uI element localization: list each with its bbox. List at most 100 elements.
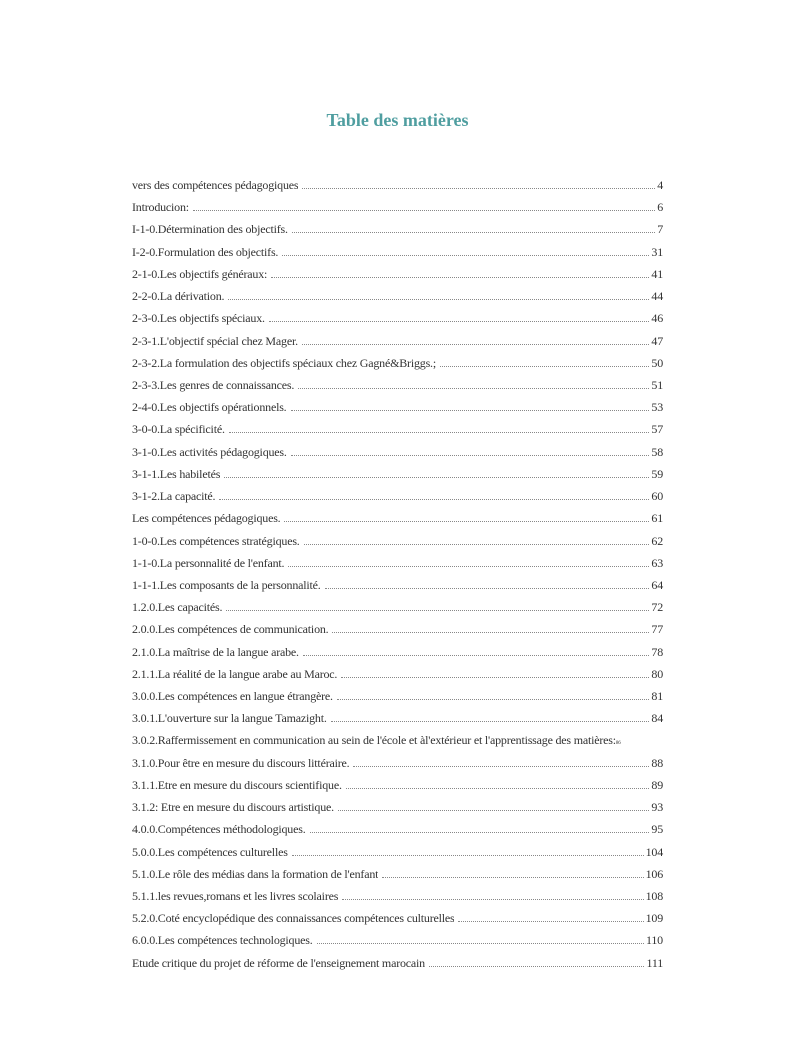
dot-leader xyxy=(291,232,656,234)
dot-leader xyxy=(226,610,650,612)
toc-entry-page-number: 7 xyxy=(657,222,663,237)
toc-entry[interactable]: Introducion: 6 xyxy=(132,200,663,222)
toc-entry[interactable]: 3.1.0.Pour être en mesure du discours li… xyxy=(132,756,663,778)
toc-entry-label: 3-1-1.Les habiletés xyxy=(132,466,221,481)
dot-leader xyxy=(228,299,650,301)
toc-entry[interactable]: Les compétences pédagogiques. 61 xyxy=(132,511,663,533)
toc-entry-label: 5.0.0.Les compétences culturelles xyxy=(132,844,288,859)
toc-entry[interactable]: 6.0.0.Les compétences technologiques. 110 xyxy=(132,933,663,955)
dot-leader xyxy=(382,876,644,878)
toc-entry-label: I-2-0.Formulation des objectifs. xyxy=(132,244,279,259)
toc-entry[interactable]: 2.1.0.La maîtrise de la langue arabe. 78 xyxy=(132,645,663,667)
toc-entry[interactable]: 2.1.1.La réalité de la langue arabe au M… xyxy=(132,667,663,689)
toc-entry-label: 2.1.1.La réalité de la langue arabe au M… xyxy=(132,666,338,681)
dot-leader xyxy=(332,632,650,634)
dot-leader xyxy=(345,787,650,789)
toc-entry-page-number: 95 xyxy=(651,822,663,837)
toc-entry[interactable]: 2.0.0.Les compétences de communication. 7… xyxy=(132,622,663,644)
dot-leader xyxy=(302,654,650,656)
toc-entry[interactable]: 4.0.0.Compétences méthodologiques. 95 xyxy=(132,822,663,844)
dot-leader xyxy=(302,188,656,189)
toc-entry-page-number: 93 xyxy=(651,800,663,815)
toc-entry-label: 3.0.2.Raffermissement en communication a… xyxy=(132,733,616,748)
toc-entry-label: 6.0.0.Les compétences technologiques. xyxy=(132,933,313,948)
toc-entry-page-number: 4 xyxy=(657,178,663,192)
page-title: Table des matières xyxy=(326,110,469,131)
toc-entry-page-number: 57 xyxy=(651,422,663,437)
dot-leader xyxy=(290,454,650,456)
toc-entry-label: 4.0.0.Compétences méthodologiques. xyxy=(132,822,306,837)
toc-entry[interactable]: 3.0.2.Raffermissement en communication a… xyxy=(132,733,663,755)
toc-entry[interactable]: 1-0-0.Les compétences stratégiques. 62 xyxy=(132,534,663,556)
dot-leader xyxy=(341,676,650,678)
toc-entry[interactable]: 1.2.0.Les capacités. 72 xyxy=(132,600,663,622)
toc-entry-label: 5.1.1.les revues,romans et les livres sc… xyxy=(132,889,339,903)
toc-entry-page-number: 58 xyxy=(651,444,663,459)
toc-entry-label: Les compétences pédagogiques. xyxy=(132,511,281,526)
toc-entry-page-number: 72 xyxy=(651,600,663,615)
toc-entry[interactable]: 5.1.0.Le rôle des médias dans la formati… xyxy=(132,867,663,889)
toc-entry[interactable]: 2-4-0.Les objectifs opérationnels. 53 xyxy=(132,400,663,422)
toc-entry[interactable]: 2-3-3.Les genres de connaissances. 51 xyxy=(132,378,663,400)
toc-entry-label: 3.1.0.Pour être en mesure du discours li… xyxy=(132,755,350,770)
dot-leader xyxy=(324,587,650,589)
toc-entry[interactable]: 5.1.1.les revues,romans et les livres sc… xyxy=(132,889,663,911)
toc-entry-page-number: 108 xyxy=(645,889,664,903)
toc-entry-page-number: 62 xyxy=(651,533,663,548)
toc-entry[interactable]: 3.0.1.L'ouverture sur la langue Tamazigh… xyxy=(132,711,663,733)
toc-entry-label: 3.1.2: Etre en mesure du discours artist… xyxy=(132,800,334,815)
toc-entry[interactable]: 3-1-1.Les habiletés 59 xyxy=(132,467,663,489)
toc-entry-label: 1-0-0.Les compétences stratégiques. xyxy=(132,533,300,548)
toc-entry-label: 3.1.1.Etre en mesure du discours scienti… xyxy=(132,777,342,792)
toc-entry-label: 2-3-0.Les objectifs spéciaux. xyxy=(132,311,265,326)
toc-entry[interactable]: 3-1-2.La capacité. 60 xyxy=(132,489,663,511)
toc-entry-page-number: 64 xyxy=(651,577,663,592)
toc-entry-page-number: 50 xyxy=(651,355,663,370)
toc-entry[interactable]: 3-1-0.Les activités pédagogiques. 58 xyxy=(132,445,663,467)
dot-leader xyxy=(192,210,656,212)
toc-entry[interactable]: Etude critique du projet de réforme de l… xyxy=(132,956,663,978)
toc-entry-label: 5.1.0.Le rôle des médias dans la formati… xyxy=(132,866,379,881)
toc-entry[interactable]: 5.0.0.Les compétences culturelles 104 xyxy=(132,845,663,867)
toc-entry-page-number: 86 xyxy=(615,741,621,747)
toc-entry[interactable]: 1-1-1.Les composants de la personnalité.… xyxy=(132,578,663,600)
dot-leader xyxy=(271,276,650,278)
toc-entry-page-number: 63 xyxy=(651,555,663,570)
toc-entry-page-number: 88 xyxy=(651,755,663,770)
dot-leader xyxy=(268,321,650,323)
toc-entry-page-number: 51 xyxy=(651,377,663,392)
dot-leader xyxy=(288,565,650,567)
toc-entry-page-number: 81 xyxy=(651,689,663,704)
toc-entry[interactable]: I-2-0.Formulation des objectifs. 31 xyxy=(132,245,663,267)
toc-entry[interactable]: vers des compétences pédagogiques 4 xyxy=(132,178,663,200)
toc-entry-page-number: 104 xyxy=(645,844,664,859)
toc-entry-label: 2-3-1.L'objectif spécial chez Mager. xyxy=(132,333,298,348)
toc-entry[interactable]: 3-0-0.La spécificité. 57 xyxy=(132,422,663,444)
toc-entry[interactable]: 2-3-2.La formulation des objectifs spéci… xyxy=(132,356,663,378)
toc-entry-page-number: 44 xyxy=(651,289,663,304)
toc-entry[interactable]: 3.0.0.Les compétences en langue étrangèr… xyxy=(132,689,663,711)
toc-entry[interactable]: 2-1-0.Les objectifs généraux: 41 xyxy=(132,267,663,289)
toc-entry[interactable]: 2-3-1.L'objectif spécial chez Mager. 47 xyxy=(132,334,663,356)
dot-leader xyxy=(282,254,650,256)
toc-entry-label: 2-4-0.Les objectifs opérationnels. xyxy=(132,400,287,415)
toc-entry-page-number: 78 xyxy=(651,644,663,659)
toc-entry-page-number: 6 xyxy=(657,200,663,215)
dot-leader xyxy=(330,721,650,723)
toc-entry-label: 3.0.1.L'ouverture sur la langue Tamazigh… xyxy=(132,711,327,726)
toc-entry-label: Introducion: xyxy=(132,200,189,215)
toc-entry[interactable]: 3.1.2: Etre en mesure du discours artist… xyxy=(132,800,663,822)
dot-leader xyxy=(301,343,650,345)
toc-entry[interactable]: 2-3-0.Les objectifs spéciaux. 46 xyxy=(132,311,663,333)
toc-entry-label: vers des compétences pédagogiques xyxy=(132,178,299,192)
toc-entry[interactable]: 3.1.1.Etre en mesure du discours scienti… xyxy=(132,778,663,800)
dot-leader xyxy=(353,765,650,767)
toc-entry-label: 2-1-0.Les objectifs généraux: xyxy=(132,266,268,281)
toc-entry-label: 1.2.0.Les capacités. xyxy=(132,600,223,615)
toc-entry-page-number: 61 xyxy=(651,511,663,526)
toc-entry[interactable]: 5.2.0.Coté encyclopédique des connaissan… xyxy=(132,911,663,933)
toc-entry-label: 2.1.0.La maîtrise de la langue arabe. xyxy=(132,644,299,659)
toc-entry[interactable]: 2-2-0.La dérivation. 44 xyxy=(132,289,663,311)
toc-entry[interactable]: 1-1-0.La personnalité de l'enfant. 63 xyxy=(132,556,663,578)
toc-entry[interactable]: I-1-0.Détermination des objectifs. 7 xyxy=(132,222,663,244)
